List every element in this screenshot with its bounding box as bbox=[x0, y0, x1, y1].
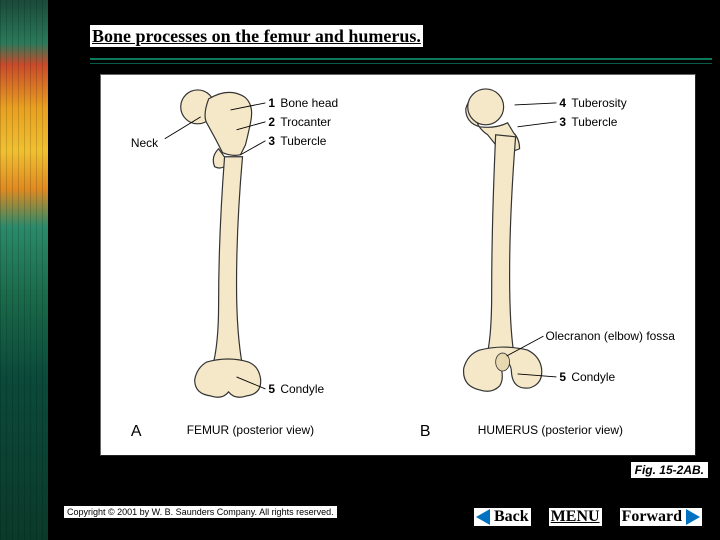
label-condyle-a: Condyle bbox=[280, 382, 324, 396]
svg-text:5: 5 bbox=[559, 370, 566, 384]
panel-b-title: HUMERUS (posterior view) bbox=[478, 423, 623, 437]
back-button[interactable]: Back bbox=[474, 508, 531, 526]
label-neck: Neck bbox=[131, 136, 158, 150]
menu-label: MENU bbox=[551, 508, 600, 526]
decorative-sidebar bbox=[0, 0, 48, 540]
figure-svg: 1 Bone head 2 Trocanter 3 Tubercle Neck … bbox=[101, 75, 695, 456]
label-tuberosity: Tuberosity bbox=[571, 96, 626, 110]
panel-b-letter: B bbox=[420, 423, 431, 440]
svg-text:5: 5 bbox=[268, 382, 275, 396]
forward-label: Forward bbox=[622, 508, 682, 526]
forward-button[interactable]: Forward bbox=[620, 508, 702, 526]
svg-text:3: 3 bbox=[559, 115, 566, 129]
femur-group bbox=[181, 90, 261, 397]
svg-text:3: 3 bbox=[268, 134, 275, 148]
figure: 1 Bone head 2 Trocanter 3 Tubercle Neck … bbox=[100, 74, 696, 456]
svg-text:4: 4 bbox=[559, 96, 566, 110]
svg-text:1: 1 bbox=[268, 96, 275, 110]
label-condyle-b: Condyle bbox=[571, 370, 615, 384]
figure-caption: Fig. 15-2AB. bbox=[631, 462, 708, 478]
arrow-right-icon bbox=[686, 509, 700, 525]
page-title: Bone processes on the femur and humerus. bbox=[90, 25, 423, 47]
panel-a-letter: A bbox=[131, 423, 142, 440]
label-olecranon: Olecranon (elbow) fossa bbox=[545, 329, 675, 343]
copyright-text: Copyright © 2001 by W. B. Saunders Compa… bbox=[64, 506, 337, 518]
nav: Back MENU Forward bbox=[474, 508, 702, 526]
humerus-labels: 4 Tuberosity 3 Tubercle Olecranon (elbow… bbox=[507, 96, 676, 384]
humerus-group bbox=[464, 89, 542, 391]
label-tubercle-a: Tubercle bbox=[280, 134, 326, 148]
title-row: Bone processes on the femur and humerus. bbox=[90, 26, 700, 58]
label-tubercle-b: Tubercle bbox=[571, 115, 617, 129]
header-rule bbox=[90, 58, 712, 64]
label-trocanter: Trocanter bbox=[280, 115, 331, 129]
menu-button[interactable]: MENU bbox=[549, 508, 602, 526]
svg-text:2: 2 bbox=[268, 115, 275, 129]
back-label: Back bbox=[494, 508, 529, 526]
label-bone-head: Bone head bbox=[280, 96, 338, 110]
panel-a-title: FEMUR (posterior view) bbox=[187, 423, 314, 437]
arrow-left-icon bbox=[476, 509, 490, 525]
